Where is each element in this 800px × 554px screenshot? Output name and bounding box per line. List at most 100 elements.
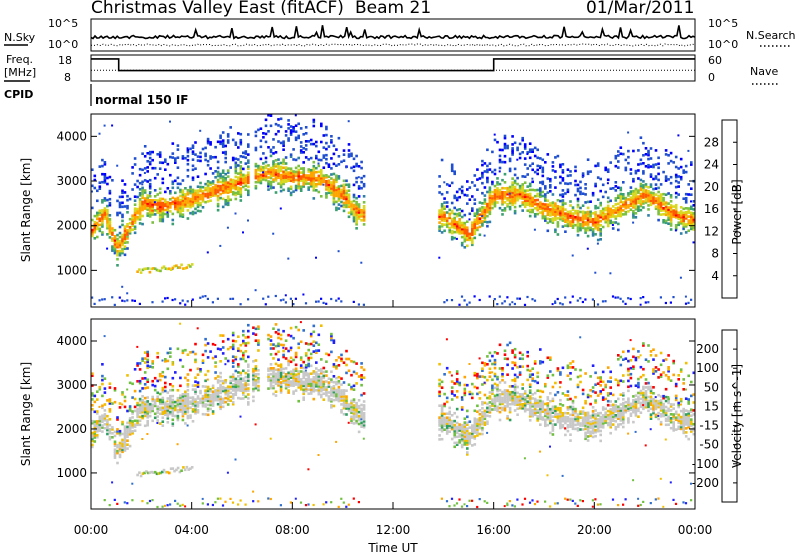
data-cell (196, 397, 200, 400)
data-cell (362, 392, 366, 395)
data-cell (662, 221, 665, 224)
data-cell (523, 191, 527, 195)
data-cell (171, 180, 175, 184)
data-cell (299, 167, 303, 170)
data-cell (360, 377, 363, 381)
data-cell (362, 184, 366, 188)
data-cell (471, 382, 474, 386)
data-cell (269, 380, 273, 384)
data-cell (652, 187, 655, 191)
data-cell (596, 242, 599, 245)
data-cell (503, 134, 507, 138)
data-cell (151, 213, 154, 216)
data-cell (138, 362, 142, 365)
data-cell (166, 351, 170, 355)
data-cell (158, 398, 162, 402)
data-cell (224, 160, 227, 164)
data-cell (146, 378, 149, 381)
data-cell (330, 177, 333, 180)
data-cell (153, 416, 157, 420)
data-cell (445, 223, 449, 226)
data-cell (91, 228, 94, 232)
data-cell (458, 381, 461, 385)
data-cell (503, 172, 507, 176)
data-cell (559, 217, 562, 221)
data-cell (169, 173, 172, 177)
data-cell (496, 405, 499, 409)
data-cell (211, 390, 215, 393)
data-cell (262, 168, 265, 171)
data-cell (501, 378, 504, 382)
data-cell (340, 353, 343, 357)
data-cell (327, 397, 331, 400)
data-cell (622, 152, 625, 156)
data-cell (322, 154, 326, 157)
data-cell (498, 194, 502, 198)
data-cell (277, 376, 280, 379)
data-cell (599, 224, 602, 227)
data-cell (531, 200, 534, 204)
data-cell (126, 198, 129, 202)
data-cell (576, 299, 579, 302)
data-cell (103, 377, 107, 380)
data-cell (118, 249, 122, 253)
data-cell (569, 224, 572, 227)
data-cell (199, 397, 202, 401)
data-cell (201, 353, 205, 357)
data-cell (146, 194, 149, 197)
data-cell (503, 395, 507, 398)
data-cell (473, 417, 477, 420)
data-cell (445, 183, 449, 186)
data-cell (601, 213, 605, 217)
data-cell (355, 217, 358, 220)
data-cell (352, 360, 356, 364)
data-cell (440, 420, 444, 423)
data-cell (297, 384, 300, 387)
data-cell (186, 396, 190, 400)
data-cell (272, 327, 275, 330)
data-cell (476, 222, 479, 226)
data-cell (194, 195, 197, 199)
data-cell (632, 206, 635, 209)
data-cell (561, 205, 565, 208)
data-cell (156, 351, 159, 355)
data-cell (476, 376, 479, 380)
data-cell (539, 203, 542, 206)
data-cell (221, 175, 225, 178)
data-cell (614, 209, 618, 212)
data-cell (362, 376, 366, 379)
data-cell (503, 144, 507, 148)
data-cell (169, 396, 172, 400)
data-cell (347, 193, 351, 196)
data-cell (292, 180, 295, 183)
data-cell (335, 392, 338, 396)
data-cell (315, 371, 318, 374)
data-cell (126, 223, 129, 226)
data-cell (511, 301, 514, 304)
data-cell (345, 193, 348, 197)
data-cell (518, 204, 522, 208)
data-cell (352, 422, 356, 425)
data-cell (199, 399, 202, 403)
data-cell (121, 213, 124, 217)
data-cell (546, 205, 550, 208)
data-cell (438, 416, 441, 419)
data-cell (98, 385, 102, 389)
data-cell (257, 178, 260, 182)
data-cell (108, 408, 112, 411)
data-cell (476, 410, 479, 413)
data-cell (289, 179, 293, 183)
data-cell (463, 193, 467, 197)
data-cell (148, 184, 152, 188)
data-cell (247, 179, 250, 183)
data-cell (483, 198, 487, 201)
data-cell (164, 198, 167, 202)
data-cell (269, 174, 273, 178)
data-cell (521, 183, 524, 186)
data-cell (204, 373, 207, 377)
data-cell (312, 376, 316, 379)
data-cell (360, 418, 363, 421)
data-cell (138, 204, 142, 207)
data-cell (450, 414, 454, 417)
data-cell (158, 197, 162, 201)
